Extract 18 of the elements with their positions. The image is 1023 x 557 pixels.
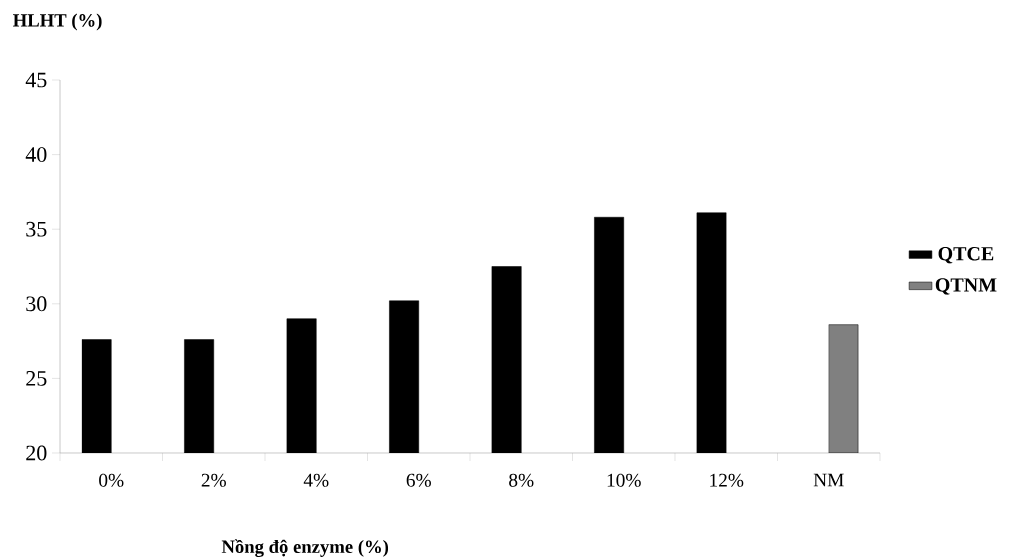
x-tick-label: 2% bbox=[201, 473, 226, 487]
x-axis-title: Nồng độ enzyme (%) bbox=[221, 539, 389, 557]
legend-label: QTNM bbox=[935, 278, 997, 295]
legend-label: QTCE bbox=[938, 246, 994, 264]
x-tick-label: 10% bbox=[607, 473, 641, 487]
y-tick-label: 40 bbox=[25, 147, 47, 163]
y-tick-label: 25 bbox=[26, 371, 47, 386]
y-tick-label: 20 bbox=[26, 445, 47, 461]
y-tick-label: 30 bbox=[26, 296, 47, 312]
x-tick-label: 0% bbox=[99, 473, 124, 487]
y-axis-title: HLHT (%) bbox=[13, 13, 102, 31]
x-tick-label: 6% bbox=[406, 473, 431, 487]
x-tick-label: 12% bbox=[710, 473, 744, 487]
y-tick-label: 35 bbox=[26, 221, 47, 237]
x-tick-label: 4% bbox=[303, 473, 329, 487]
y-tick-label: 45 bbox=[25, 72, 47, 88]
x-tick-label: 8% bbox=[509, 473, 534, 487]
x-tick-label: NM bbox=[813, 473, 844, 487]
